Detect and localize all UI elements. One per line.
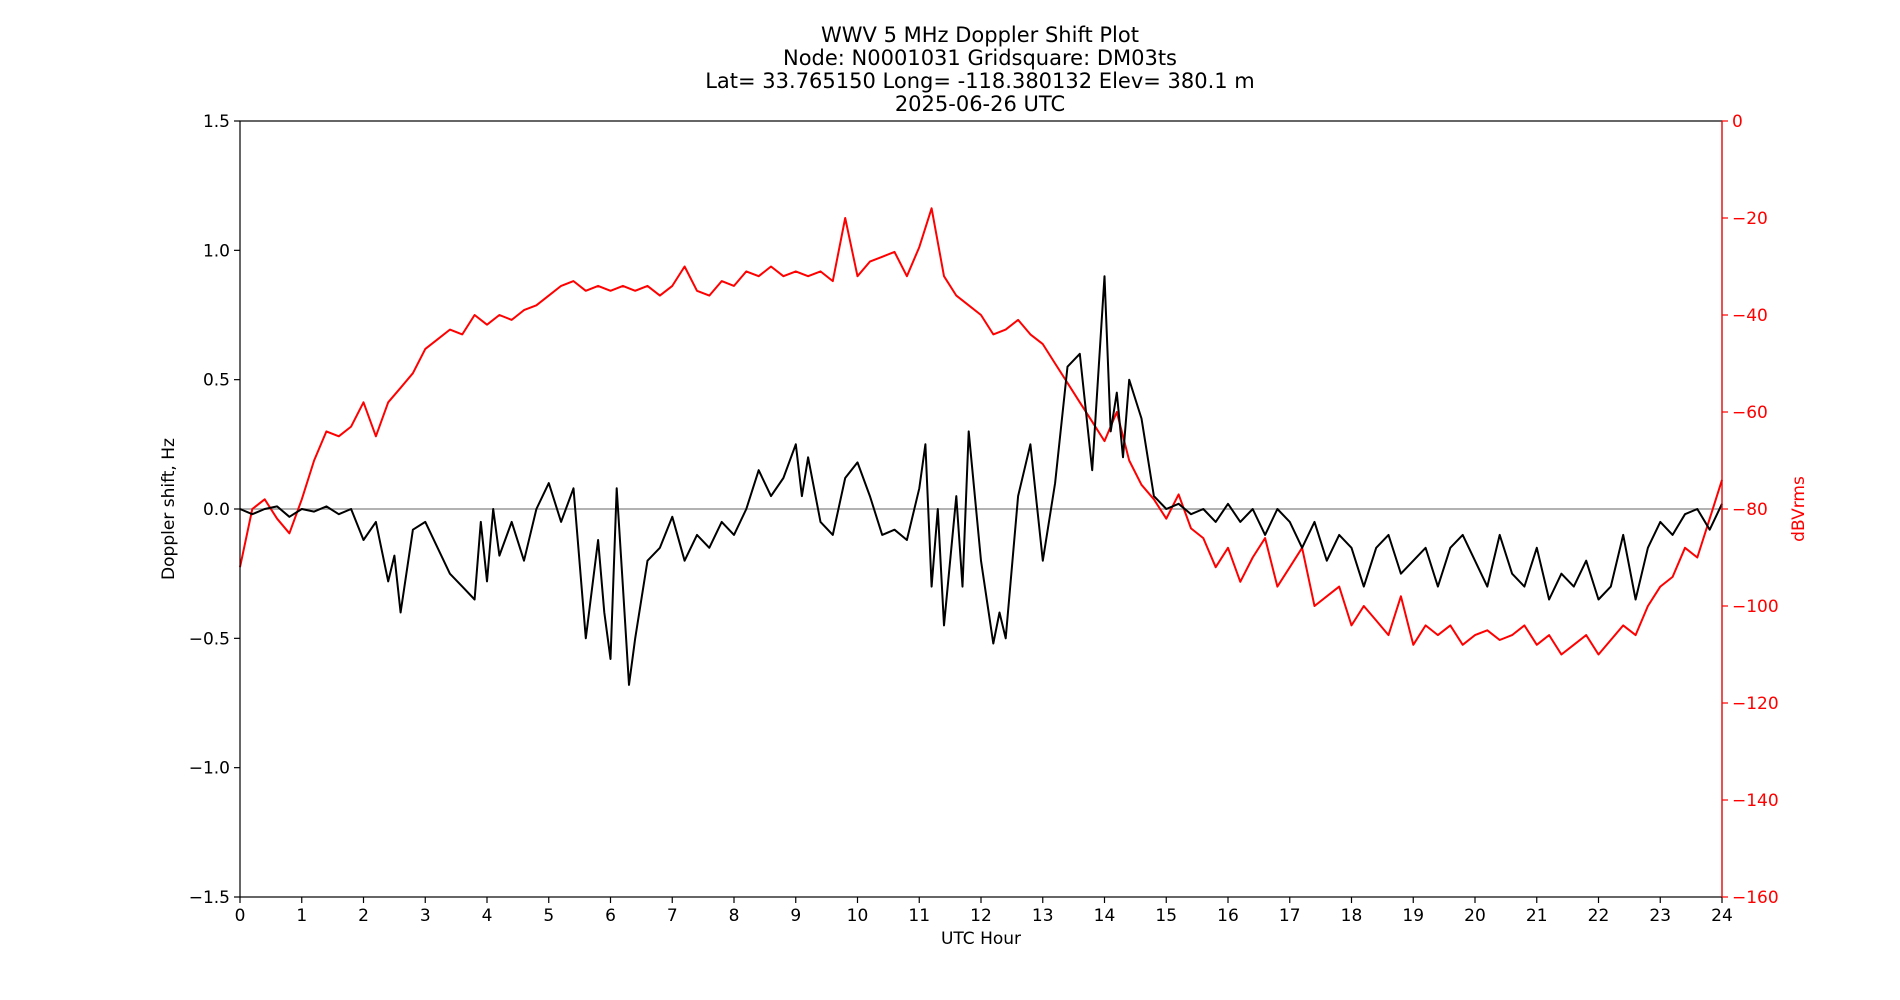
x-tick-label: 13 — [1032, 906, 1054, 926]
chart-subtitle-location: Lat= 33.765150 Long= -118.380132 Elev= 3… — [705, 69, 1255, 93]
doppler-shift-series — [239, 275, 1723, 686]
x-tick-label: 22 — [1588, 906, 1610, 926]
right-y-tick-label: −160 — [1732, 888, 1779, 908]
left-y-axis-ticks: 1.5 1.0 0.5 0.0 −0.5 −1.0 −1.5 — [189, 112, 240, 908]
left-y-tick-label: 1.5 — [203, 112, 230, 132]
x-tick-label: 6 — [605, 906, 616, 926]
right-y-tick-label: −120 — [1732, 694, 1779, 714]
right-y-tick-label: −60 — [1732, 403, 1768, 423]
x-tick-label: 8 — [729, 906, 740, 926]
right-y-tick-label: −40 — [1732, 306, 1768, 326]
x-tick-label: 21 — [1526, 906, 1548, 926]
x-tick-label: 16 — [1217, 906, 1239, 926]
x-tick-label: 2 — [358, 906, 369, 926]
left-y-axis-label: Doppler shift, Hz — [159, 438, 179, 580]
right-y-tick-label: −100 — [1732, 597, 1779, 617]
x-tick-label: 11 — [908, 906, 930, 926]
x-tick-label: 0 — [235, 906, 246, 926]
chart-subtitle-date: 2025-06-26 UTC — [895, 92, 1065, 116]
x-tick-label: 3 — [420, 906, 431, 926]
left-y-tick-label: 0.0 — [203, 500, 230, 520]
x-tick-label: 18 — [1341, 906, 1363, 926]
chart-subtitle-node: Node: N0001031 Gridsquare: DM03ts — [783, 46, 1177, 70]
x-tick-label: 12 — [970, 906, 992, 926]
series-layer — [239, 207, 1723, 686]
x-axis-label: UTC Hour — [941, 929, 1021, 949]
x-tick-label: 10 — [847, 906, 869, 926]
left-y-tick-label: 1.0 — [203, 241, 230, 261]
x-tick-label: 15 — [1155, 906, 1177, 926]
x-tick-label: 23 — [1649, 906, 1671, 926]
left-y-tick-label: −0.5 — [189, 629, 230, 649]
left-y-tick-label: 0.5 — [203, 371, 230, 391]
x-tick-label: 24 — [1711, 906, 1733, 926]
x-tick-label: 20 — [1464, 906, 1486, 926]
x-tick-label: 4 — [482, 906, 493, 926]
right-y-tick-label: −20 — [1732, 209, 1768, 229]
chart-title-block: WWV 5 MHz Doppler Shift Plot Node: N0001… — [705, 23, 1255, 116]
right-y-tick-label: 0 — [1732, 112, 1743, 132]
x-tick-label: 14 — [1094, 906, 1116, 926]
x-tick-label: 1 — [296, 906, 307, 926]
right-y-tick-label: −80 — [1732, 500, 1768, 520]
x-axis-ticks: 0 1 2 3 4 5 6 7 8 9 10 11 12 13 14 15 16 17 18 19 20 21 22 23 24 — [235, 897, 1733, 926]
chart-title: WWV 5 MHz Doppler Shift Plot — [821, 23, 1139, 47]
x-tick-label: 19 — [1402, 906, 1424, 926]
x-tick-label: 5 — [543, 906, 554, 926]
signal-power-series — [239, 207, 1723, 656]
right-y-axis-ticks: 0 −20 −40 −60 −80 −100 −120 −140 −160 — [1722, 112, 1779, 908]
x-tick-label: 9 — [790, 906, 801, 926]
left-y-tick-label: −1.5 — [189, 888, 230, 908]
left-y-tick-label: −1.0 — [189, 759, 230, 779]
x-tick-label: 17 — [1279, 906, 1301, 926]
x-tick-label: 7 — [667, 906, 678, 926]
right-y-axis-label: dBVrms — [1789, 476, 1809, 542]
right-y-tick-label: −140 — [1732, 791, 1779, 811]
